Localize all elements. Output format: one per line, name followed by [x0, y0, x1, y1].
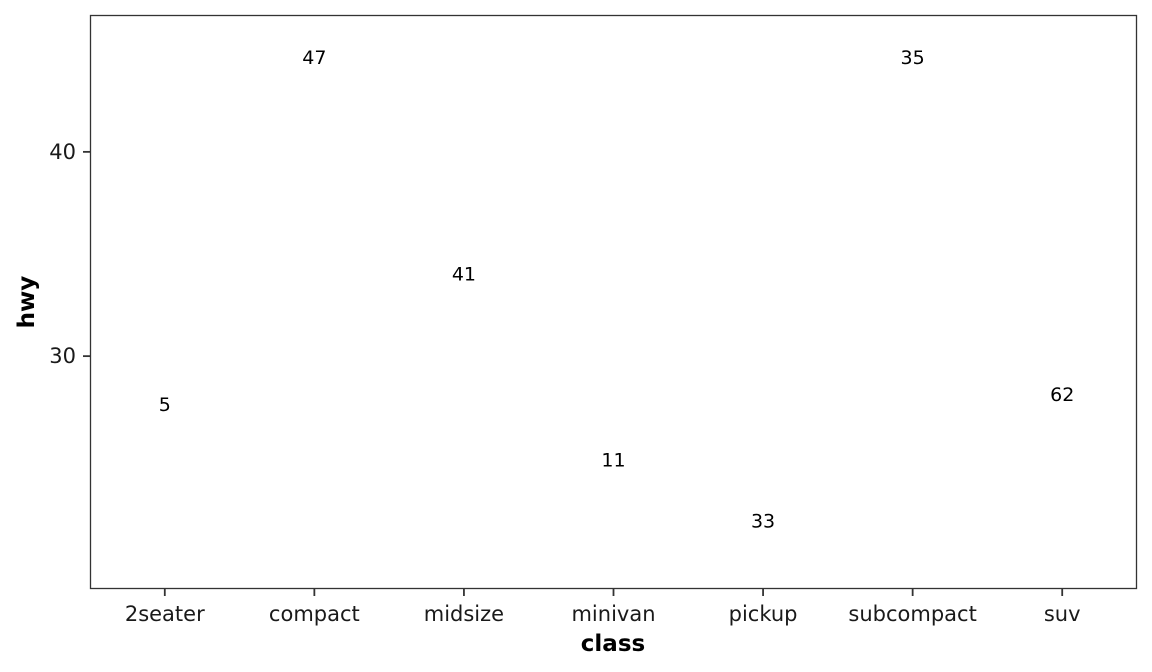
data-point-label: 41 — [452, 263, 476, 285]
x-tick-label: midsize — [424, 602, 504, 626]
data-labels: 5 47 41 11 33 35 62 — [159, 47, 1075, 533]
x-axis: 2seater compact midsize minivan pickup subcom… — [125, 589, 1081, 626]
y-tick-label: 30 — [49, 344, 76, 368]
y-tick-label: 40 — [49, 140, 76, 164]
data-point-label: 35 — [901, 47, 925, 69]
x-tick-label: subcompact — [848, 602, 976, 626]
x-tick-label: 2seater — [125, 602, 205, 626]
x-tick-label: minivan — [571, 602, 655, 626]
y-axis: 30 40 — [49, 140, 90, 368]
data-point-label: 5 — [159, 394, 171, 416]
y-axis-title: hwy — [14, 276, 40, 329]
data-point-label: 11 — [601, 449, 625, 471]
data-point-label: 62 — [1050, 384, 1074, 406]
x-tick-label: pickup — [729, 602, 798, 626]
data-point-label: 33 — [751, 511, 775, 533]
data-point-label: 47 — [302, 47, 326, 69]
plot-panel — [89, 14, 1138, 590]
x-tick-label: compact — [269, 602, 360, 626]
x-axis-title: class — [581, 631, 645, 657]
x-tick-label: suv — [1044, 602, 1081, 626]
